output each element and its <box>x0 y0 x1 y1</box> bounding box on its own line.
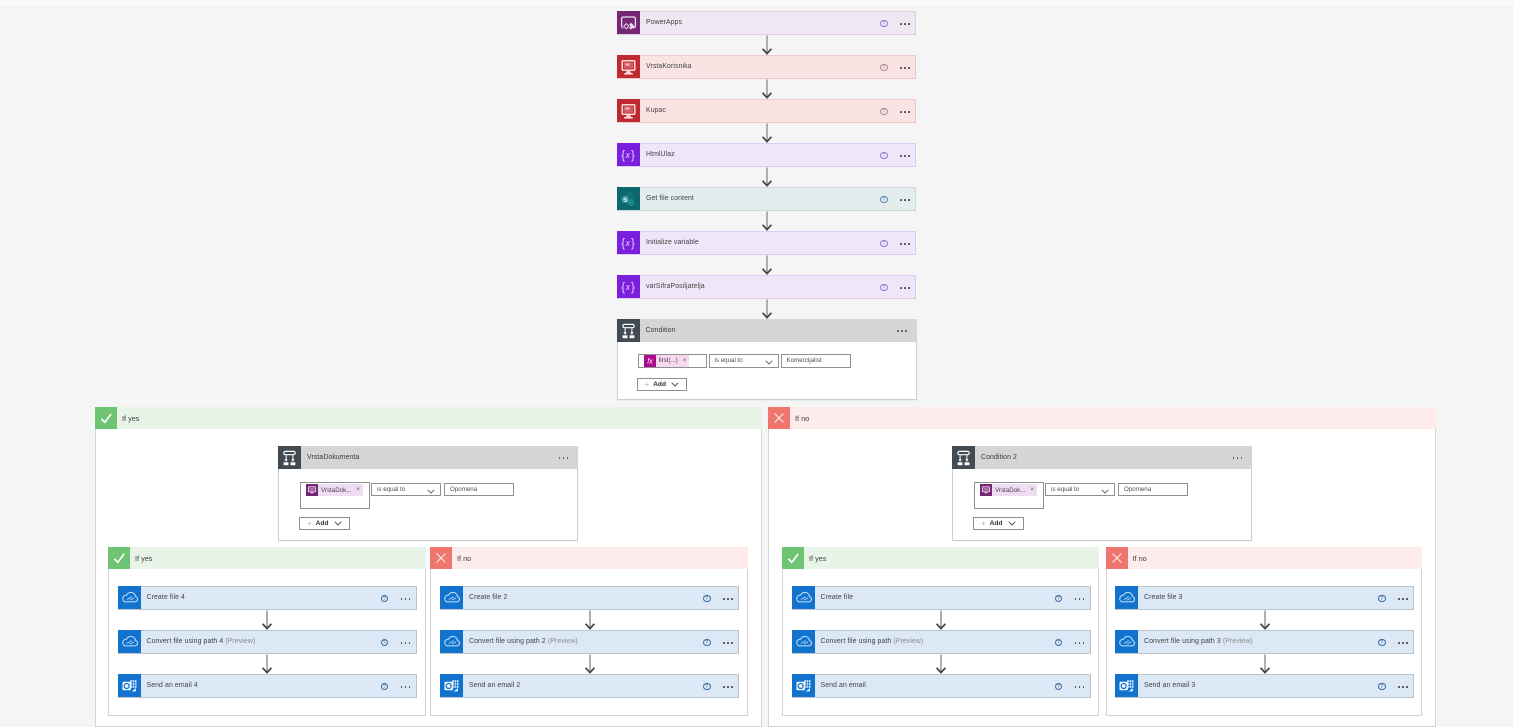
svg-text:}: } <box>631 150 635 162</box>
svg-text:x: x <box>625 238 631 248</box>
svg-text:fx: fx <box>647 356 653 365</box>
svg-text:}: } <box>631 282 635 294</box>
svg-text:{: { <box>621 282 625 294</box>
svg-text:x: x <box>625 282 631 292</box>
svg-text:{: { <box>621 150 625 162</box>
svg-text:s: s <box>623 194 628 204</box>
svg-text:{: { <box>621 238 625 250</box>
svg-text:}: } <box>631 238 635 250</box>
svg-text:x: x <box>625 150 631 160</box>
